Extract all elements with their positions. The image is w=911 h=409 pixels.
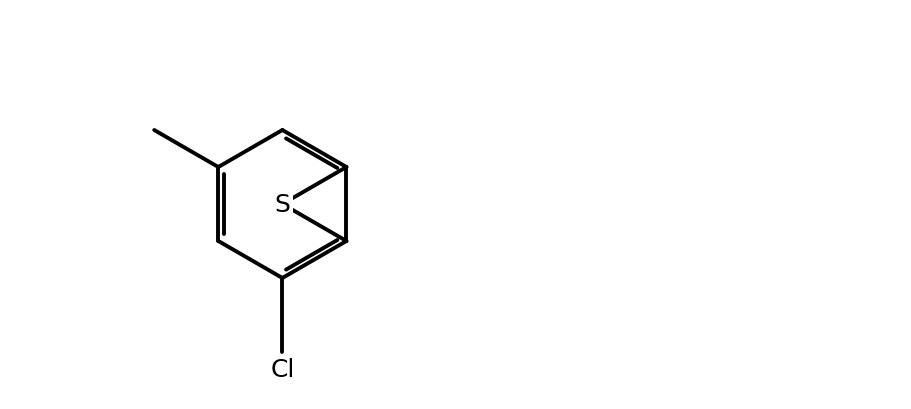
Text: Cl: Cl	[270, 357, 294, 381]
Text: S: S	[274, 193, 290, 216]
